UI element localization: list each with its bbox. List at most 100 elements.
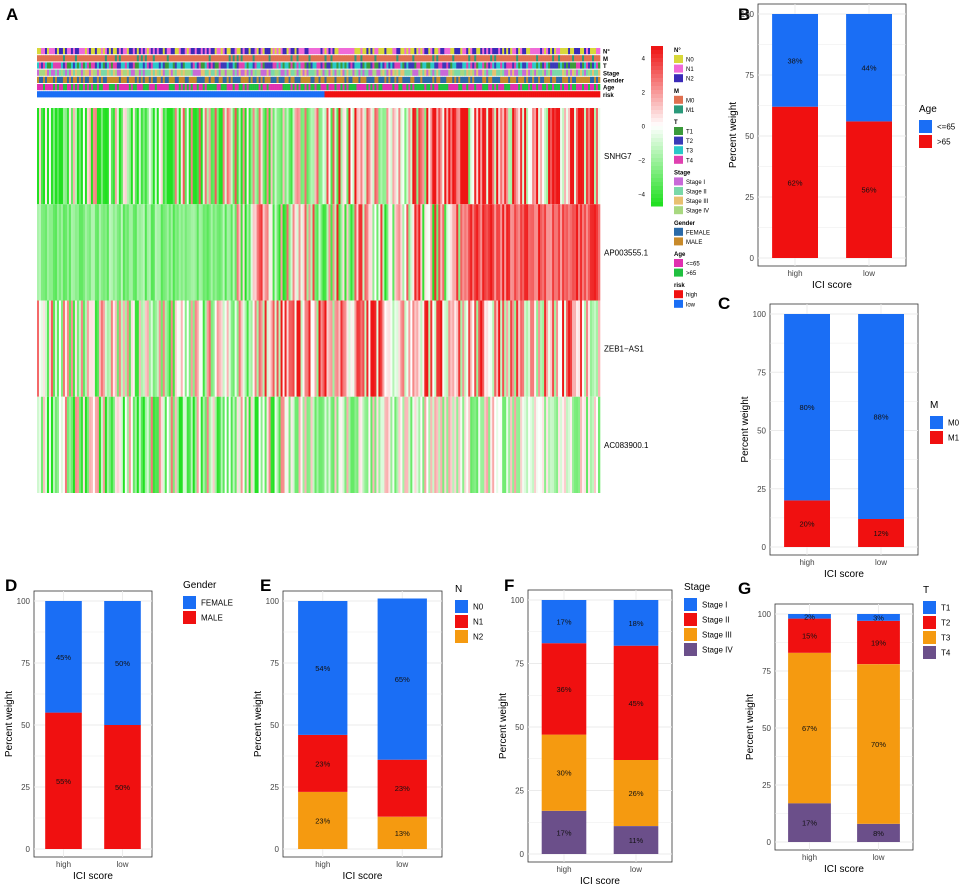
annotation-cell — [368, 48, 371, 55]
annotation-cell — [328, 69, 331, 76]
annotation-cell — [258, 84, 261, 91]
annotation-cell — [128, 62, 132, 69]
annotation-cell — [310, 84, 313, 91]
annotation-cell — [98, 69, 102, 76]
annotation-cell — [400, 84, 403, 91]
annotation-cell — [160, 55, 164, 62]
annotation-cell — [582, 84, 585, 91]
annotation-cell — [582, 48, 585, 55]
annotation-cell — [576, 76, 579, 83]
annotation-cell — [562, 55, 565, 62]
heatmap-cell — [164, 396, 168, 493]
annotation-cell — [432, 55, 435, 62]
annotation-cell — [572, 84, 575, 91]
color-scale-step — [651, 78, 663, 83]
heatmap-cell — [206, 108, 209, 205]
annotation-cell — [536, 48, 539, 55]
annotation-cell — [258, 69, 261, 76]
heatmap-cell — [350, 300, 353, 397]
heatmap-cell — [274, 204, 277, 301]
annotation-cell — [238, 69, 241, 76]
annotation-cell — [168, 84, 172, 91]
heatmap-cell — [328, 108, 331, 205]
legend-swatch — [455, 600, 468, 613]
heatmap-cell — [126, 396, 130, 493]
annotation-cell — [44, 55, 48, 62]
annotation-cell — [200, 62, 204, 69]
annotation-cell — [84, 55, 88, 62]
heatmap-cell — [58, 204, 62, 301]
heatmap-cell — [242, 300, 245, 397]
heatmap-cell — [370, 108, 373, 205]
annotation-cell — [454, 62, 457, 69]
heatmap-cell — [510, 108, 513, 205]
annotation-cell — [492, 69, 495, 76]
annotation-cell — [37, 76, 40, 83]
annotation-cell — [158, 84, 162, 91]
annotation-cell — [196, 62, 200, 69]
annotation-cell — [522, 48, 525, 55]
annotation-cell — [172, 91, 176, 98]
heatmap-cell — [322, 300, 325, 397]
annotation-cell — [448, 84, 451, 91]
heatmap-cell — [116, 300, 120, 397]
annotation-cell — [90, 76, 94, 83]
annotation-cell — [488, 84, 491, 91]
annotation-cell — [152, 84, 156, 91]
annotation-cell — [476, 76, 479, 83]
annotation-cell — [596, 69, 599, 76]
annotation-cell — [268, 48, 271, 55]
annotation-cell — [266, 62, 269, 69]
heatmap-cell — [396, 396, 399, 493]
annotation-cell — [66, 91, 70, 98]
panel-label: C — [718, 294, 730, 313]
color-scale-step — [651, 90, 663, 95]
annotation-cell — [37, 48, 40, 55]
annotation-cell — [448, 69, 451, 76]
annotation-cell — [188, 48, 192, 55]
annotation-cell — [586, 55, 589, 62]
heatmap-cell — [52, 204, 56, 301]
annotation-cell — [564, 84, 567, 91]
heatmap-cell — [174, 300, 178, 397]
annotation-cell — [572, 76, 575, 83]
heatmap-cell — [154, 396, 158, 493]
annotation-cell — [420, 48, 423, 55]
heatmap-cell — [496, 396, 499, 493]
annotation-cell — [574, 69, 577, 76]
annotation-cell — [406, 48, 409, 55]
annotation-cell — [572, 69, 575, 76]
heatmap-cell — [264, 396, 267, 493]
annotation-cell — [486, 62, 489, 69]
annotation-cell — [570, 48, 573, 55]
heatmap-cell — [562, 300, 565, 397]
annotation-cell — [244, 62, 247, 69]
heatmap-cell — [100, 204, 104, 301]
annotation-cell — [372, 69, 375, 76]
annotation-cell — [442, 91, 445, 98]
annotation-cell — [342, 84, 345, 91]
annotation-cell — [58, 69, 62, 76]
heatmap-cell — [568, 204, 571, 301]
heatmap-cell — [340, 300, 343, 397]
annotation-cell — [346, 69, 349, 76]
annotation-cell — [238, 91, 241, 98]
annotation-cell — [184, 62, 188, 69]
heatmap-cell — [460, 396, 463, 493]
annotation-cell — [564, 76, 567, 83]
annotation-cell — [352, 91, 355, 98]
heatmap-cell — [418, 396, 421, 493]
annotation-cell — [330, 55, 333, 62]
annotation-cell — [326, 48, 329, 55]
annotation-cell — [314, 91, 317, 98]
heatmap-cell — [78, 204, 82, 301]
annotation-cell — [584, 84, 587, 91]
annotation-cell — [52, 69, 56, 76]
annotation-cell — [160, 91, 164, 98]
heatmap-cell — [536, 396, 539, 493]
annotation-cell — [488, 91, 491, 98]
color-scale-step — [651, 194, 663, 199]
heatmap-cell — [508, 396, 511, 493]
heatmap-cell — [142, 108, 146, 205]
heatmap-cell — [406, 396, 409, 493]
